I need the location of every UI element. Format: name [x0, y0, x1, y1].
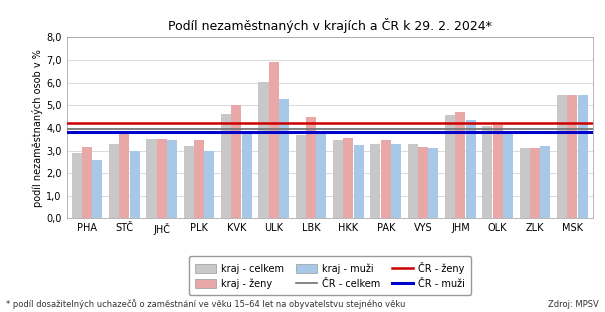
Bar: [316, 131, 326, 218]
Text: * podíl dosažitelných uchazečů o zaměstnání ve věku 15–64 let na obyvatelstvu st: * podíl dosažitelných uchazečů o zaměstn…: [6, 299, 405, 309]
Bar: [520, 148, 530, 218]
Legend: kraj - celkem, kraj - ženy, kraj - muži, ČR - celkem, ČR - ženy, ČR - muži: kraj - celkem, kraj - ženy, kraj - muži,…: [189, 256, 471, 295]
Text: Zdroj: MPSV: Zdroj: MPSV: [548, 300, 599, 309]
Bar: [184, 146, 194, 218]
Bar: [269, 62, 279, 218]
Bar: [557, 95, 567, 218]
Bar: [146, 139, 157, 218]
Bar: [258, 81, 269, 218]
Bar: [578, 95, 587, 218]
Bar: [418, 147, 428, 218]
Bar: [129, 151, 140, 218]
Bar: [296, 135, 306, 218]
Bar: [306, 117, 316, 218]
Bar: [194, 140, 204, 218]
Bar: [353, 145, 364, 218]
Bar: [530, 148, 540, 218]
Bar: [82, 147, 92, 218]
Bar: [428, 148, 439, 218]
Bar: [466, 120, 476, 218]
Bar: [503, 131, 513, 218]
Bar: [93, 160, 102, 218]
Bar: [333, 140, 343, 218]
Bar: [540, 146, 551, 218]
Bar: [482, 126, 492, 218]
Bar: [157, 139, 167, 218]
Bar: [391, 144, 401, 218]
Bar: [279, 99, 289, 218]
Bar: [344, 138, 353, 218]
Bar: [370, 144, 381, 218]
Bar: [221, 115, 231, 218]
Y-axis label: podíl nezaměstnaných osob v %: podíl nezaměstnaných osob v %: [33, 49, 44, 207]
Bar: [167, 140, 177, 218]
Bar: [72, 153, 82, 218]
Bar: [492, 124, 503, 218]
Bar: [204, 151, 214, 218]
Bar: [445, 115, 455, 218]
Bar: [241, 131, 252, 218]
Bar: [381, 140, 391, 218]
Bar: [408, 144, 418, 218]
Bar: [109, 144, 119, 218]
Title: Podíl nezaměstnaných v krajích a ČR k 29. 2. 2024*: Podíl nezaměstnaných v krajích a ČR k 29…: [168, 18, 492, 33]
Bar: [231, 105, 241, 218]
Bar: [456, 112, 465, 218]
Bar: [567, 95, 577, 218]
Bar: [119, 133, 129, 218]
